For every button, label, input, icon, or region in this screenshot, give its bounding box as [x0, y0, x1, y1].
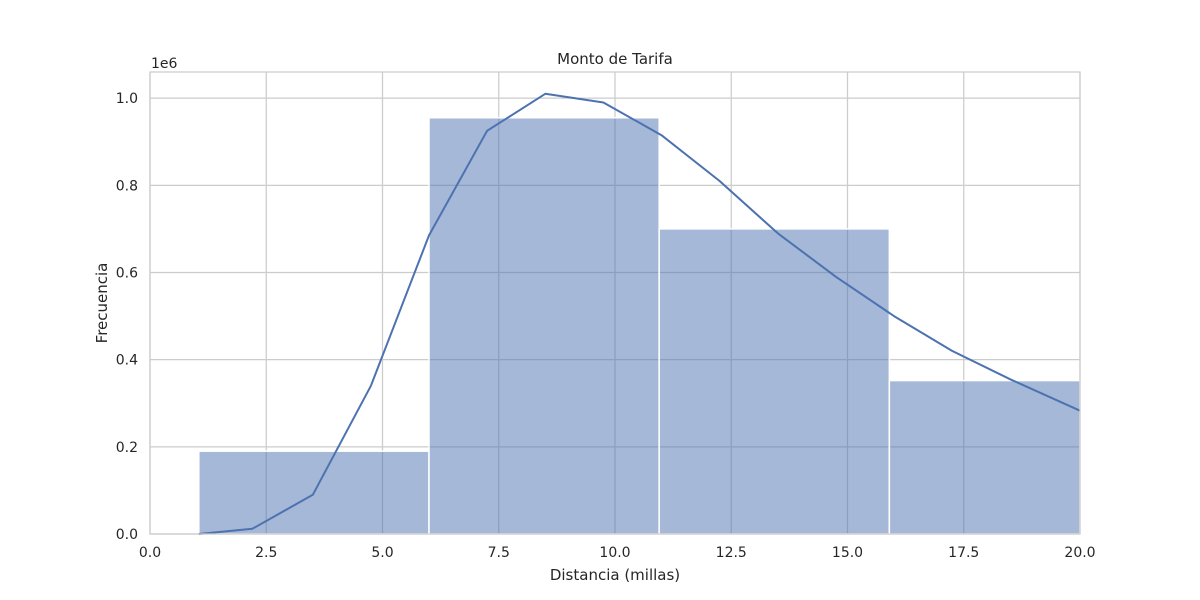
plot-frame [149, 71, 1081, 535]
y-axis-label: Frecuencia [93, 263, 111, 344]
x-tick-label: 0.0 [139, 545, 161, 561]
kde-line [198, 92, 1081, 535]
histogram-bar-3 [658, 228, 891, 535]
x-tick-label: 2.5 [255, 545, 277, 561]
x-tick-label: 5.0 [371, 545, 393, 561]
x-tick-label: 10.0 [599, 545, 630, 561]
y-tick-label: 0.8 [116, 178, 138, 194]
histogram-bar-2 [428, 117, 660, 535]
histogram-bar-4 [888, 379, 1081, 535]
y-tick-label: 1.0 [116, 91, 138, 107]
x-tick-label: 17.5 [948, 545, 979, 561]
y-tick-label: 0.2 [116, 440, 138, 456]
histogram-bars [198, 117, 1081, 535]
y-tick-label: 0.6 [116, 265, 138, 281]
chart-title: Monto de Tarifa [557, 50, 673, 68]
x-tick-label: 7.5 [488, 545, 510, 561]
y-tick-labels: 0.0 0.2 0.4 0.6 0.8 1.0 [116, 91, 138, 543]
x-tick-label: 20.0 [1064, 545, 1095, 561]
y-offset-label: 1e6 [151, 56, 178, 72]
x-tick-label: 15.0 [832, 545, 863, 561]
x-tick-label: 12.5 [716, 545, 747, 561]
kde-layer [198, 92, 1081, 535]
y-tick-label: 0.4 [116, 353, 138, 369]
x-tick-labels: 0.0 2.5 5.0 7.5 10.0 12.5 15.0 17.5 20.0 [139, 545, 1096, 561]
x-axis-label: Distancia (millas) [550, 566, 680, 584]
y-tick-label: 0.0 [116, 527, 138, 543]
